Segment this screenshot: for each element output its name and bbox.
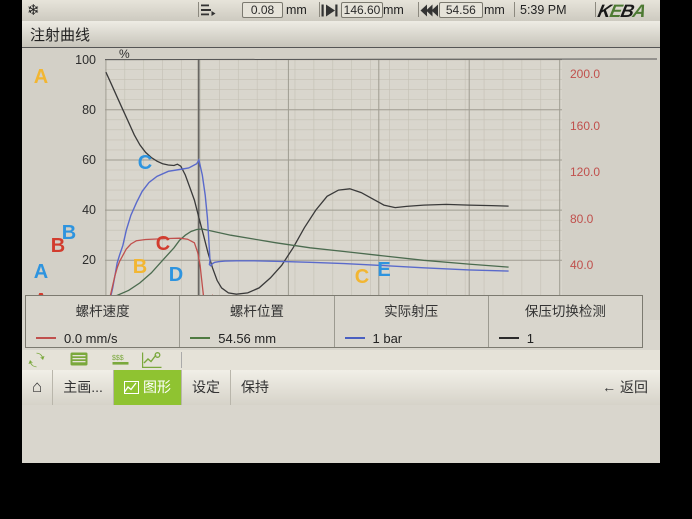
svg-text:20: 20 xyxy=(82,253,96,267)
svg-text:200.0: 200.0 xyxy=(570,67,600,81)
svg-text:C: C xyxy=(156,233,170,255)
svg-text:D: D xyxy=(169,264,183,286)
svg-text:C: C xyxy=(138,152,152,174)
svg-text:120.0: 120.0 xyxy=(570,165,600,179)
svg-text:40: 40 xyxy=(82,203,96,217)
svg-text:C: C xyxy=(355,266,369,288)
svg-text:60: 60 xyxy=(82,153,96,167)
svg-text:80: 80 xyxy=(82,103,96,117)
svg-text:80.0: 80.0 xyxy=(570,212,594,226)
svg-text:160.0: 160.0 xyxy=(570,119,600,133)
svg-text:$$$: $$$ xyxy=(112,355,124,362)
svg-text:B: B xyxy=(51,235,65,257)
svg-text:A: A xyxy=(34,66,48,88)
svg-text:A: A xyxy=(34,261,48,283)
svg-text:E: E xyxy=(377,259,390,281)
svg-text:40.0: 40.0 xyxy=(570,258,594,272)
svg-text:100: 100 xyxy=(75,53,96,67)
svg-text:B: B xyxy=(133,256,147,278)
svg-text:%: % xyxy=(119,48,130,61)
